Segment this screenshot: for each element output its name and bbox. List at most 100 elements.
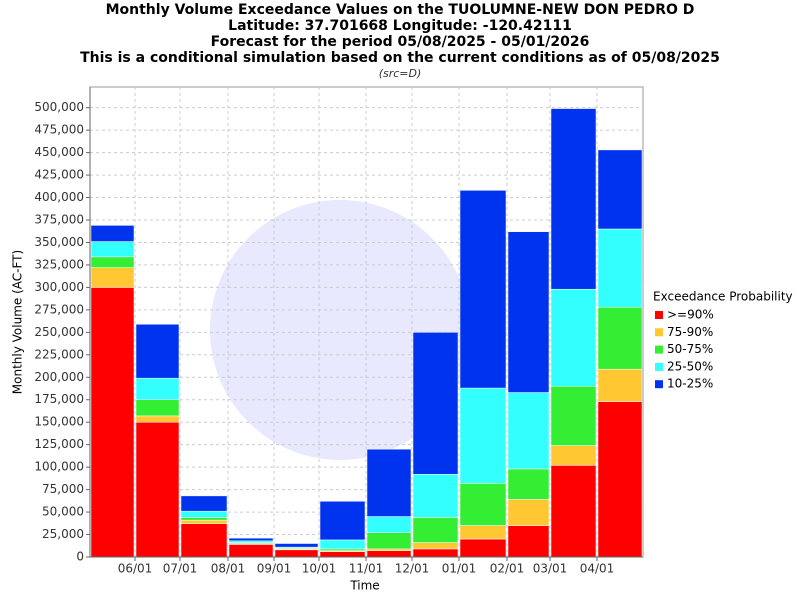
bar-segment xyxy=(135,415,180,423)
bar-segment xyxy=(180,519,228,524)
y-tick-label: 175,000 xyxy=(34,392,84,406)
subtitle: This is a conditional simulation based o… xyxy=(80,50,720,66)
bar-segment xyxy=(180,523,228,558)
y-tick-label: 75,000 xyxy=(42,482,84,496)
bar-segment xyxy=(135,421,180,558)
legend-label: 25-50% xyxy=(667,359,713,373)
bar-segment xyxy=(459,387,507,484)
bar-segment xyxy=(366,548,412,551)
bar-segment xyxy=(135,399,180,417)
x-tick-label: 11/01 xyxy=(349,562,384,576)
y-tick-label: 125,000 xyxy=(34,437,84,451)
bar-segment xyxy=(412,548,459,558)
y-tick-label: 100,000 xyxy=(34,460,84,474)
x-tick-label: 04/01 xyxy=(580,562,615,576)
x-tick-label: 01/01 xyxy=(442,562,477,576)
bar-segment xyxy=(507,392,550,470)
bar-segment xyxy=(366,550,412,558)
bar-segment xyxy=(180,510,228,518)
bar-segment xyxy=(597,306,643,370)
bar-segment xyxy=(412,542,459,550)
bar-segment xyxy=(412,332,459,475)
bar-segment xyxy=(228,537,274,542)
bar-segment xyxy=(228,544,274,558)
y-tick-label: 475,000 xyxy=(34,123,84,137)
chart-title: Monthly Volume Exceedance Values on the … xyxy=(106,2,695,18)
bar-segment xyxy=(180,495,228,512)
bar-segment xyxy=(507,231,550,393)
bar-segment xyxy=(228,540,274,543)
bar-segment xyxy=(550,386,597,446)
bar-segment xyxy=(90,287,135,558)
y-tick-label: 225,000 xyxy=(34,347,84,361)
bar-segment xyxy=(597,401,643,558)
source-note: (src=D) xyxy=(379,67,422,80)
y-tick-label: 250,000 xyxy=(34,325,84,339)
y-tick-label: 425,000 xyxy=(34,168,84,182)
legend-label: >=90% xyxy=(667,308,714,322)
bar-segment xyxy=(459,190,507,389)
bar-segment xyxy=(412,517,459,543)
bar-segment xyxy=(597,149,643,230)
legend-swatch xyxy=(655,362,663,371)
bar-segment xyxy=(274,549,319,558)
y-tick-label: 275,000 xyxy=(34,302,84,316)
bar-segment xyxy=(180,517,228,521)
bar-segment xyxy=(274,543,319,548)
bar-segment xyxy=(319,539,366,550)
subtitle: Forecast for the period 05/08/2025 - 05/… xyxy=(211,34,590,50)
bar-segment xyxy=(550,445,597,466)
x-tick-label: 12/01 xyxy=(395,562,430,576)
bar-segment xyxy=(366,532,412,550)
legend-label: 50-75% xyxy=(667,342,713,356)
bar-segment xyxy=(459,525,507,540)
x-tick-label: 06/01 xyxy=(118,562,153,576)
bar-segment xyxy=(412,474,459,518)
y-tick-label: 300,000 xyxy=(34,280,84,294)
y-tick-label: 50,000 xyxy=(42,505,84,519)
bar-segment xyxy=(135,377,180,400)
x-tick-label: 09/01 xyxy=(257,562,292,576)
subtitle: Latitude: 37.701668 Longitude: -120.4211… xyxy=(228,18,572,34)
x-tick-label: 03/01 xyxy=(533,562,568,576)
x-tick-label: 10/01 xyxy=(302,562,337,576)
y-tick-label: 400,000 xyxy=(34,190,84,204)
bar-segment xyxy=(597,228,643,308)
bar-segment xyxy=(319,551,366,558)
y-tick-label: 450,000 xyxy=(34,145,84,159)
bar-segment xyxy=(319,501,366,541)
x-tick-label: 07/01 xyxy=(163,562,198,576)
legend-title: Exceedance Probability xyxy=(653,290,793,304)
y-tick-label: 0 xyxy=(76,550,84,564)
bar-segment xyxy=(550,108,597,290)
legend-label: 10-25% xyxy=(667,377,713,391)
y-tick-label: 350,000 xyxy=(34,235,84,249)
legend-label: 75-90% xyxy=(667,325,713,339)
legend-swatch xyxy=(655,311,663,319)
y-tick-label: 150,000 xyxy=(34,415,84,429)
x-tick-label: 08/01 xyxy=(211,562,246,576)
bar-segment xyxy=(366,448,412,517)
bar-segment xyxy=(90,267,135,288)
y-tick-label: 500,000 xyxy=(34,100,84,114)
bar-segment xyxy=(459,483,507,526)
bar-segment xyxy=(135,323,180,379)
y-tick-label: 325,000 xyxy=(34,257,84,271)
bar-segment xyxy=(90,225,135,242)
bar-segment xyxy=(507,468,550,500)
bar-segment xyxy=(597,368,643,402)
bar-segment xyxy=(507,525,550,558)
bar-segment xyxy=(366,516,412,533)
bar-segment xyxy=(550,288,597,387)
bar-segment xyxy=(90,241,135,258)
legend-swatch xyxy=(655,345,663,354)
x-tick-label: 02/01 xyxy=(490,562,525,576)
y-tick-label: 200,000 xyxy=(34,370,84,384)
x-axis-label: Time xyxy=(349,579,379,593)
bar-segment xyxy=(459,538,507,558)
y-axis-label: Monthly Volume (AC-FT) xyxy=(11,250,25,394)
legend-swatch xyxy=(655,328,663,337)
bar-segment xyxy=(319,548,366,551)
bar-segment xyxy=(90,256,135,268)
